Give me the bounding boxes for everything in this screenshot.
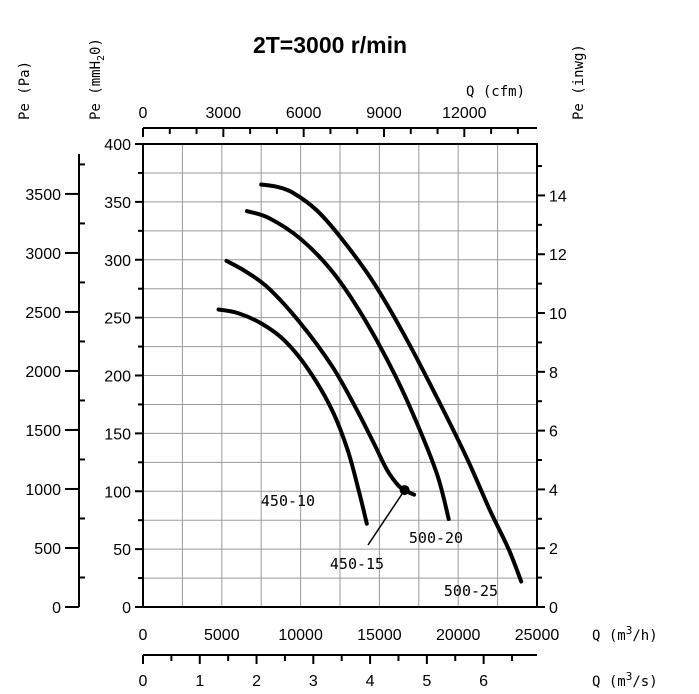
y-axis-label-pa: Pe (Pa) <box>17 61 33 120</box>
curve-labels: 450-10 450-15 500-20 500-25 <box>261 492 498 600</box>
y-inwg-tick-label: 14 <box>549 188 567 205</box>
y-mmh2o-tick-label: 100 <box>104 484 131 501</box>
y-axis-label-mmh2o: Pe (mmH20) <box>88 38 107 120</box>
x-cfm-tick-label: 9000 <box>366 105 402 122</box>
x-m3h-tick-label: 15000 <box>357 627 402 644</box>
y-pa-tick-label: 2500 <box>25 305 61 322</box>
curves <box>216 182 524 584</box>
x-m3s-tick-label: 0 <box>139 673 148 690</box>
x-m3h-tick-label: 25000 <box>515 627 560 644</box>
x-m3h-tick-label: 0 <box>139 627 148 644</box>
y-inwg-tick-label: 8 <box>549 365 558 382</box>
y-inwg-tick-label: 2 <box>549 541 558 558</box>
operating-point-marker <box>399 485 410 496</box>
y-mmh2o-tick-label: 400 <box>104 137 131 154</box>
y-mmh2o-tick-label: 200 <box>104 369 131 386</box>
x-axis-label-m3s: Q (m3/s) <box>592 670 658 690</box>
series-curve-500-25 <box>259 182 524 584</box>
y-pa-tick-label: 1000 <box>25 482 61 499</box>
x-cfm-tick-label: 0 <box>139 105 148 122</box>
series-curve-500-20 <box>245 209 451 521</box>
y-inwg-tick-label: 4 <box>549 482 558 499</box>
x-m3s-tick-label: 4 <box>366 673 375 690</box>
y-pa-tick-label: 2000 <box>25 364 61 381</box>
x-cfm-tick-label: 12000 <box>442 105 487 122</box>
x-m3s-tick-label: 3 <box>309 673 318 690</box>
series-label-450-10: 450-10 <box>261 492 315 510</box>
x-cfm-tick-label: 6000 <box>286 105 322 122</box>
x-m3h-tick-label: 10000 <box>278 627 323 644</box>
x-m3s-tick-label: 5 <box>422 673 431 690</box>
operating-point-leader <box>367 489 406 546</box>
x-axis-label-cfm: Q (cfm) <box>466 84 525 100</box>
series-label-450-15: 450-15 <box>330 555 384 573</box>
x-m3h-tick-label: 20000 <box>436 627 481 644</box>
series-label-500-20: 500-20 <box>409 529 463 547</box>
y-inwg-tick-label: 12 <box>549 247 567 264</box>
x-m3s-tick-label: 2 <box>252 673 261 690</box>
y-mmh2o-tick-label: 300 <box>104 253 131 270</box>
y-mmh2o-tick-label: 350 <box>104 195 131 212</box>
y-inwg-tick-label: 0 <box>549 600 558 617</box>
series-label-500-25: 500-25 <box>444 582 498 600</box>
y-mmh2o-tick-label: 250 <box>104 311 131 328</box>
y-mmh2o-tick-label: 150 <box>104 426 131 443</box>
series-curve-450-10 <box>216 307 369 526</box>
y-pa-tick-label: 1500 <box>25 423 61 440</box>
y-inwg-tick-label: 10 <box>549 306 567 323</box>
y-pa-tick-label: 3000 <box>25 246 61 263</box>
series-curve-450-15 <box>224 258 417 497</box>
y-pa-tick-label: 0 <box>52 600 61 617</box>
y-axis-label-inwg: Pe (inwg) <box>571 44 587 120</box>
axes: 0501001502002503003504000500100015002000… <box>25 105 566 690</box>
y-mmh2o-tick-label: 0 <box>122 600 131 617</box>
x-m3h-tick-label: 5000 <box>204 627 240 644</box>
chart-title: 2T=3000 r/min <box>253 32 407 58</box>
x-cfm-tick-label: 3000 <box>206 105 242 122</box>
y-mmh2o-tick-label: 50 <box>113 542 131 559</box>
x-axis-label-m3h: Q (m3/h) <box>592 624 658 644</box>
y-pa-tick-label: 3500 <box>25 187 61 204</box>
x-m3s-tick-label: 6 <box>479 673 488 690</box>
x-m3s-tick-label: 1 <box>195 673 204 690</box>
y-inwg-tick-label: 6 <box>549 424 558 441</box>
y-pa-tick-label: 500 <box>34 541 61 558</box>
